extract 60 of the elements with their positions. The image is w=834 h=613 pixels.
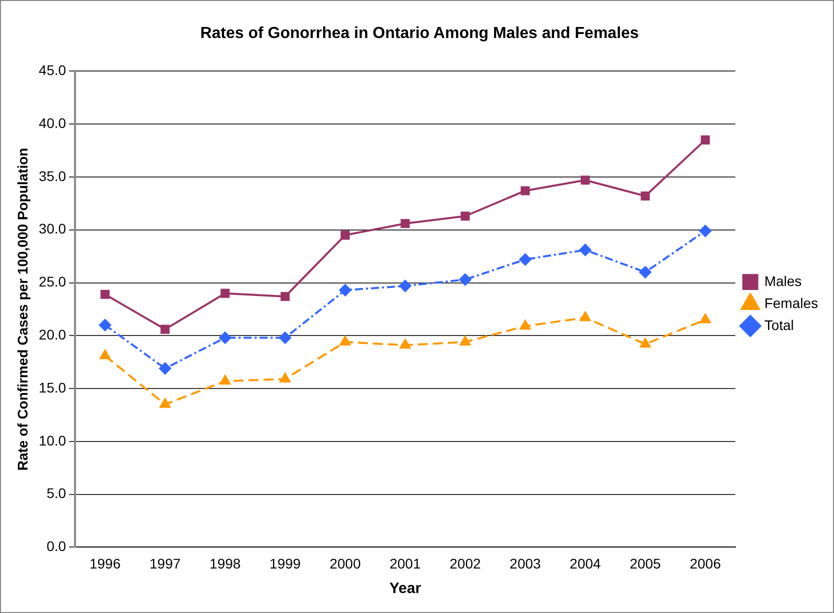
point	[400, 218, 410, 228]
x-tick-label: 1997	[150, 555, 181, 572]
point	[580, 312, 591, 322]
point	[640, 338, 651, 348]
point	[700, 135, 710, 144]
legend-label: Total	[764, 316, 794, 333]
point	[340, 336, 350, 346]
point	[639, 266, 652, 278]
point	[580, 176, 590, 185]
point	[100, 350, 110, 360]
point	[520, 320, 531, 330]
y-tick-label: 45.0	[38, 62, 66, 78]
point	[640, 191, 650, 201]
x-axis-title: Year	[389, 580, 422, 598]
x-tick-label: 2006	[690, 555, 722, 572]
point	[280, 373, 290, 383]
x-tick-label: 2003	[510, 555, 542, 572]
y-tick-label: 0.0	[46, 538, 66, 554]
y-tick-label: 5.0	[46, 485, 66, 502]
y-tick-label: 25.0	[38, 274, 66, 290]
point	[460, 212, 470, 221]
point	[519, 253, 532, 266]
y-axis-title: Rate of Confirmed Cases per 100,000 Population	[14, 148, 30, 471]
point	[579, 244, 592, 256]
point	[280, 292, 290, 302]
x-tick-label: 1999	[270, 555, 301, 572]
x-tick-label: 1998	[210, 555, 241, 572]
x-tick-label: 1996	[89, 555, 121, 572]
y-tick-label: 30.0	[38, 220, 66, 237]
point	[100, 290, 110, 299]
y-tick-label: 35.0	[38, 168, 66, 184]
x-tick-label: 2000	[330, 555, 361, 572]
x-tick-label: 2004	[570, 555, 602, 572]
y-tick-label: 20.0	[38, 326, 66, 343]
point	[699, 224, 712, 237]
x-tick-label: 2001	[390, 555, 421, 572]
point	[399, 280, 412, 292]
point	[160, 324, 170, 334]
y-tick-label: 15.0	[38, 379, 66, 396]
point	[279, 332, 292, 344]
point	[160, 398, 170, 408]
point	[400, 339, 411, 349]
point	[219, 332, 232, 344]
legend-label: Males	[764, 272, 802, 289]
point	[220, 288, 230, 298]
point	[520, 186, 530, 196]
x-tick-label: 2002	[450, 555, 481, 572]
point	[339, 284, 352, 296]
point	[340, 230, 350, 240]
y-tick-label: 10.0	[38, 432, 66, 448]
chart-title: Rates of Gonorrhea in Ontario Among Males and Females	[200, 25, 639, 42]
point	[99, 319, 112, 332]
y-tick-label: 40.0	[38, 114, 66, 131]
x-tick-label: 2005	[630, 555, 662, 572]
point	[460, 336, 471, 346]
point	[159, 362, 172, 374]
point	[459, 274, 472, 286]
point	[700, 314, 711, 324]
point	[220, 375, 230, 385]
legend-label: Females	[764, 294, 818, 311]
